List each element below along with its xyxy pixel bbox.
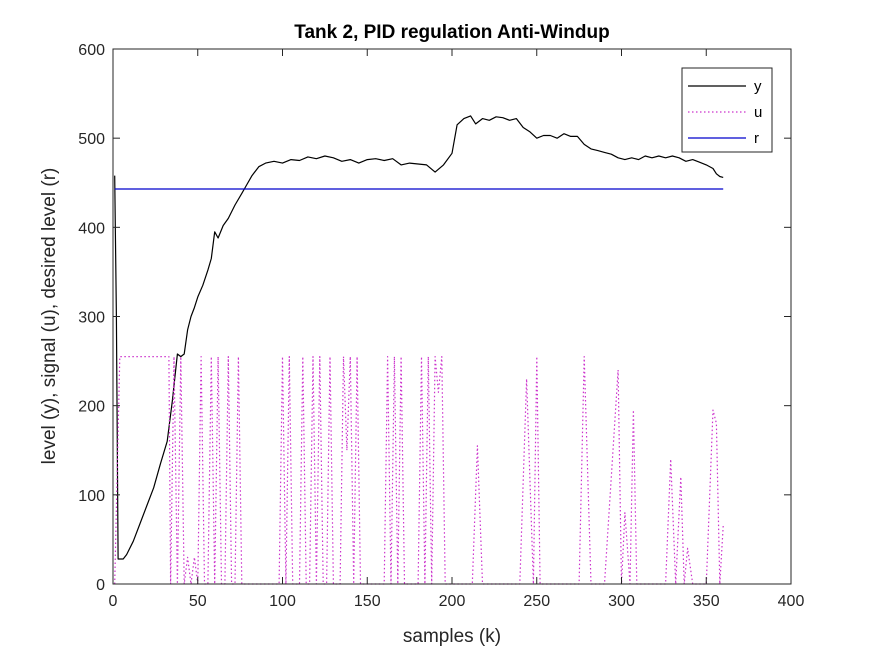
x-tick-label: 150 bbox=[354, 593, 381, 610]
x-tick-label: 0 bbox=[109, 593, 118, 610]
x-axis-title: samples (k) bbox=[403, 626, 501, 647]
legend-label-r: r bbox=[754, 130, 759, 147]
y-tick-label: 100 bbox=[78, 488, 105, 505]
chart-title: Tank 2, PID regulation Anti-Windup bbox=[294, 22, 609, 43]
y-tick-label: 500 bbox=[78, 131, 105, 148]
series-line-y bbox=[114, 115, 724, 560]
x-tick-label: 100 bbox=[269, 593, 296, 610]
x-tick-label: 300 bbox=[608, 593, 635, 610]
y-tick-label: 200 bbox=[78, 399, 105, 416]
y-axis-title: level (y), signal (u), desired level (r) bbox=[39, 168, 60, 465]
y-tick-label: 0 bbox=[96, 577, 105, 594]
legend-label-u: u bbox=[754, 104, 762, 121]
tick-labels-layer: 0 50 100 150 200 250 300 350 400 0 100 200 300 400 500… bbox=[78, 42, 804, 610]
x-tick-label: 200 bbox=[439, 593, 466, 610]
ticks-layer bbox=[112, 48, 792, 585]
axes-background bbox=[113, 49, 791, 584]
x-tick-label: 350 bbox=[693, 593, 720, 610]
x-tick-label: 250 bbox=[523, 593, 550, 610]
y-tick-label: 400 bbox=[78, 220, 105, 237]
legend: y u r bbox=[681, 67, 773, 153]
legend-label-y: y bbox=[754, 78, 762, 95]
x-tick-label: 400 bbox=[778, 593, 805, 610]
x-tick-label: 50 bbox=[189, 593, 207, 610]
y-tick-label: 600 bbox=[78, 42, 105, 59]
y-tick-label: 300 bbox=[78, 310, 105, 327]
